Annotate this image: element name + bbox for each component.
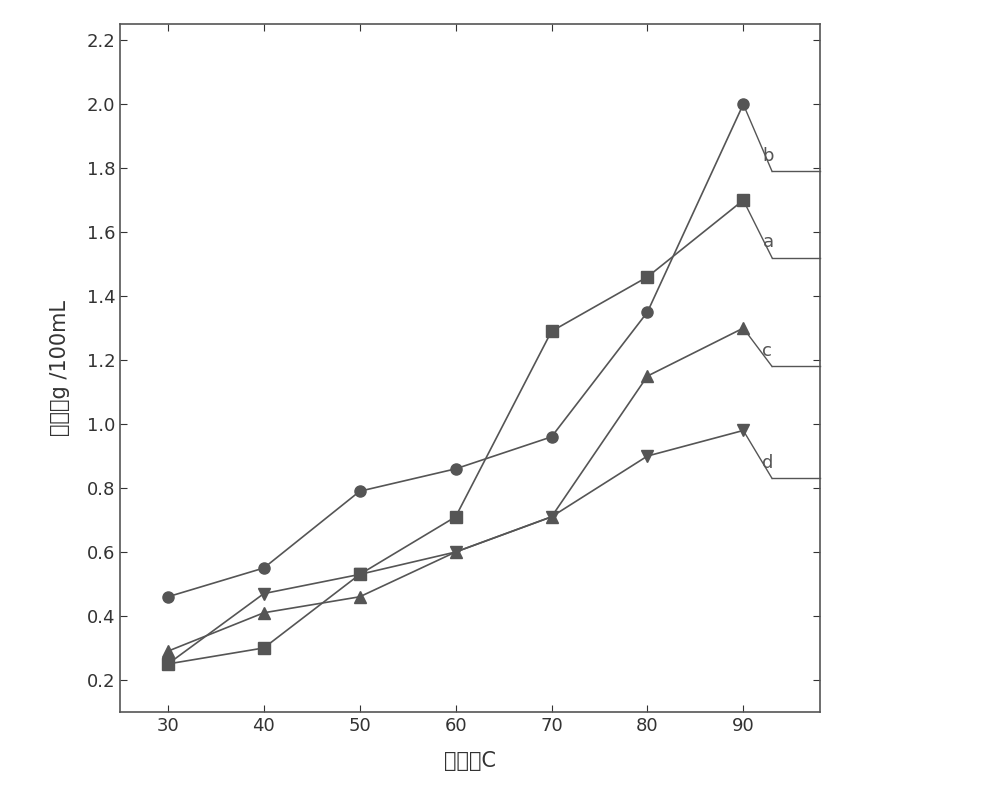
X-axis label: 温度／C: 温度／C	[444, 752, 496, 772]
Text: a: a	[762, 233, 774, 252]
Text: d: d	[762, 454, 774, 472]
Text: c: c	[762, 342, 772, 360]
Text: b: b	[762, 147, 774, 165]
Y-axis label: 溶解度g /100mL: 溶解度g /100mL	[50, 300, 70, 436]
